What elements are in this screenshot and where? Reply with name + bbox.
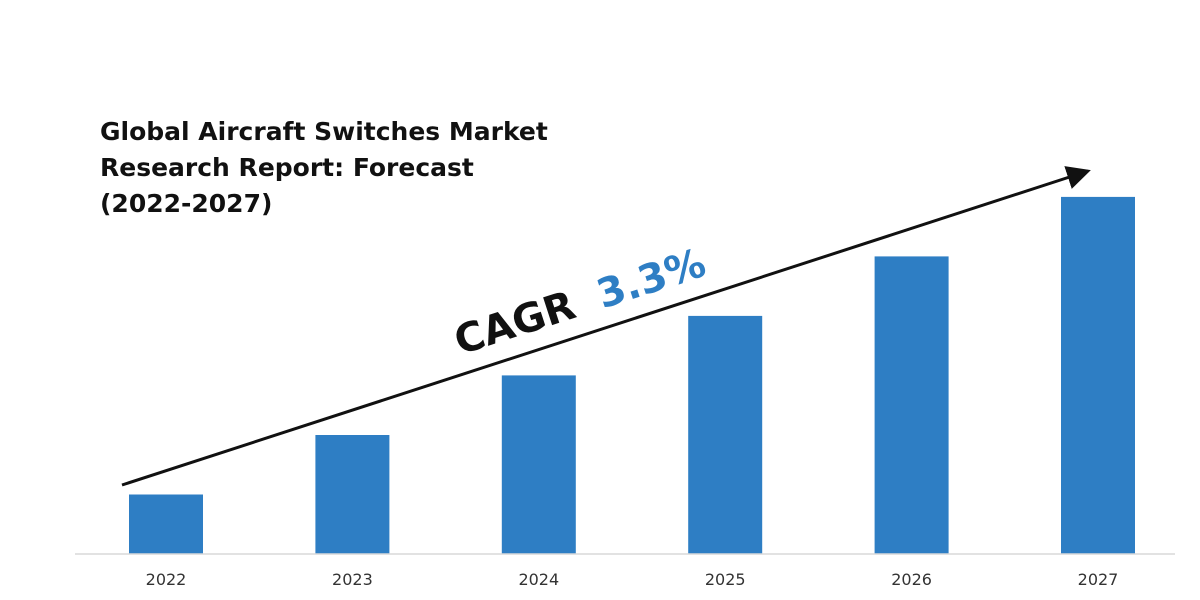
bar-2027 [1061,196,1135,554]
x-tick-label-2024: 2024 [518,570,559,589]
bar-2022 [129,494,203,554]
bar-series [129,196,1135,554]
bar-2025 [688,315,763,554]
x-tick-label-2026: 2026 [891,570,932,589]
chart-title-line-2: Research Report: Forecast [100,153,474,182]
chart-title-line-3: (2022-2027) [100,189,272,218]
bar-2024 [501,375,576,554]
bar-2026 [874,256,949,554]
bar-2023 [315,435,390,554]
x-tick-label-2025: 2025 [705,570,746,589]
x-tick-label-2022: 2022 [146,570,187,589]
x-axis-tick-labels: 2022 2023 2024 2025 2026 2027 [146,570,1119,589]
x-tick-label-2027: 2027 [1078,570,1119,589]
growth-trend-arrow [121,166,1091,487]
cagr-label: CAGR [449,282,581,364]
cagr-annotation: CAGR 3.3% [449,240,711,364]
x-tick-label-2023: 2023 [332,570,373,589]
cagr-value: 3.3% [591,240,711,318]
chart-title: Global Aircraft Switches Market Research… [100,117,548,218]
chart-title-line-1: Global Aircraft Switches Market [100,117,548,146]
